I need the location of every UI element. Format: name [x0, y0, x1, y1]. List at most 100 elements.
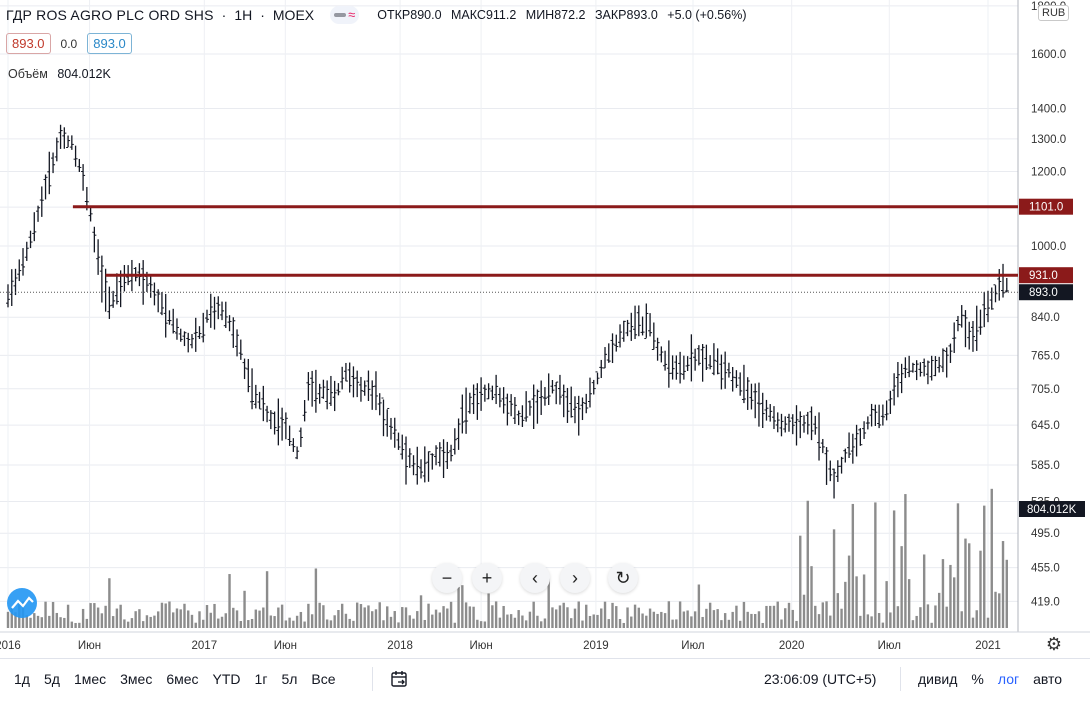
volume-bar — [416, 611, 419, 628]
scroll-left-icon[interactable]: ‹ — [520, 563, 550, 593]
volume-bar — [727, 619, 731, 628]
volume-bar — [701, 616, 704, 628]
volume-bar — [765, 605, 768, 628]
volume-bar — [217, 618, 220, 628]
range-3m[interactable]: 3мес — [120, 671, 153, 687]
volume-bar — [93, 603, 96, 628]
volume-bar — [292, 620, 295, 628]
volume-bar — [637, 607, 641, 628]
volume-bar — [198, 611, 201, 628]
buy-price-box[interactable]: 893.0 — [87, 33, 132, 54]
volume-bar — [33, 613, 36, 628]
volume-bar — [859, 615, 862, 628]
range-5y[interactable]: 5л — [281, 671, 298, 687]
volume-bar — [100, 613, 104, 628]
bid-ask-row: 893.0 0.0 893.0 — [6, 33, 132, 54]
volume-bar — [498, 617, 502, 628]
volume-bar — [975, 610, 978, 628]
range-ytd[interactable]: YTD — [212, 671, 241, 687]
y-tick-label: 1000.0 — [1031, 241, 1066, 253]
volume-bar — [89, 603, 92, 628]
range-5d[interactable]: 5д — [43, 671, 60, 687]
volume-value: 804.012K — [57, 67, 111, 81]
volume-bar — [333, 615, 336, 628]
volume-bar — [340, 603, 344, 628]
volume-bar — [596, 614, 599, 628]
volume-bar — [153, 615, 156, 628]
volume-bar — [543, 618, 547, 628]
volume-bar — [183, 603, 186, 628]
volume-bar — [446, 608, 449, 628]
volume-bar — [389, 616, 393, 628]
range-1d[interactable]: 1д — [14, 671, 30, 687]
symbol-title[interactable]: ГДР ROS AGRO PLC ORD SHS — [6, 7, 214, 23]
range-all[interactable]: Все — [311, 671, 336, 687]
volume-bar — [25, 615, 28, 628]
volume-bar — [277, 607, 280, 628]
volume-bar — [318, 602, 321, 628]
volume-bar — [472, 606, 475, 628]
percent-toggle[interactable]: % — [971, 671, 984, 687]
volume-bar — [536, 615, 539, 628]
volume-bar — [156, 611, 160, 628]
volume-bar — [329, 620, 333, 628]
clock-timezone[interactable]: 23:06:09 (UTC+5) — [764, 671, 877, 687]
volume-bar — [693, 611, 697, 628]
volume-bar — [314, 568, 318, 628]
volume-bar — [243, 590, 246, 628]
volume-bar — [573, 608, 577, 628]
volume-bar — [607, 619, 610, 628]
volume-bar — [187, 610, 190, 628]
range-1m[interactable]: 1мес — [73, 671, 107, 687]
volume-bar — [817, 614, 821, 628]
y-tick-label: 1200.0 — [1031, 167, 1066, 179]
volume-bar — [840, 608, 843, 628]
volume-bar — [51, 601, 55, 628]
volume-bar — [134, 611, 137, 628]
price-chart[interactable]: 1800.01600.01400.01300.01200.01100.01000… — [0, 0, 1090, 658]
volume-bar — [836, 593, 840, 628]
volume-bar — [922, 554, 926, 628]
zoom-in-icon[interactable]: + — [472, 563, 502, 593]
volume-bar — [941, 559, 945, 628]
volume-label: Объём — [8, 67, 48, 81]
header-separator: · — [260, 7, 265, 23]
dividends-toggle[interactable]: дивид — [918, 671, 958, 687]
volume-bar — [468, 606, 472, 628]
volume-bar — [506, 614, 509, 628]
range-6m[interactable]: 6мес — [166, 671, 199, 687]
volume-bar — [648, 608, 652, 628]
reset-icon[interactable]: ↻ — [608, 563, 638, 593]
currency-badge[interactable]: RUB — [1038, 5, 1070, 21]
x-tick-label: Июл — [681, 640, 704, 652]
auto-toggle[interactable]: авто — [1033, 671, 1063, 687]
log-toggle[interactable]: лог — [997, 671, 1020, 687]
calendar-goto-icon[interactable] — [390, 670, 408, 688]
zoom-out-icon[interactable]: − — [432, 563, 462, 593]
volume-bar — [419, 595, 423, 628]
gear-icon[interactable]: ⚙ — [1045, 634, 1063, 654]
volume-bar — [6, 611, 10, 628]
volume-bar — [866, 614, 870, 628]
volume-bar — [205, 605, 209, 628]
volume-bar — [149, 616, 152, 628]
volume-bar — [998, 593, 1001, 628]
x-tick-label: Июн — [274, 640, 297, 652]
volume-bar — [115, 608, 119, 628]
y-tick-label: 705.0 — [1031, 384, 1060, 396]
low-value: 872.2 — [554, 8, 586, 22]
chart-style-chip[interactable]: ≈ — [330, 6, 360, 24]
volume-tag-label: 804.012K — [1027, 504, 1077, 516]
volume-bar — [784, 608, 787, 628]
volume-bar — [359, 604, 363, 628]
sell-price-box[interactable]: 893.0 — [6, 33, 51, 54]
volume-bar — [40, 617, 43, 628]
volume-bar — [907, 579, 911, 628]
last-price-label: 893.0 — [1029, 287, 1058, 299]
volume-bar — [723, 613, 727, 628]
scroll-right-icon[interactable]: › — [560, 563, 590, 593]
range-1y[interactable]: 1г — [254, 671, 268, 687]
volume-bar — [682, 611, 686, 628]
interval-label[interactable]: 1Н — [234, 7, 253, 23]
high-label: МАКС — [451, 8, 486, 22]
